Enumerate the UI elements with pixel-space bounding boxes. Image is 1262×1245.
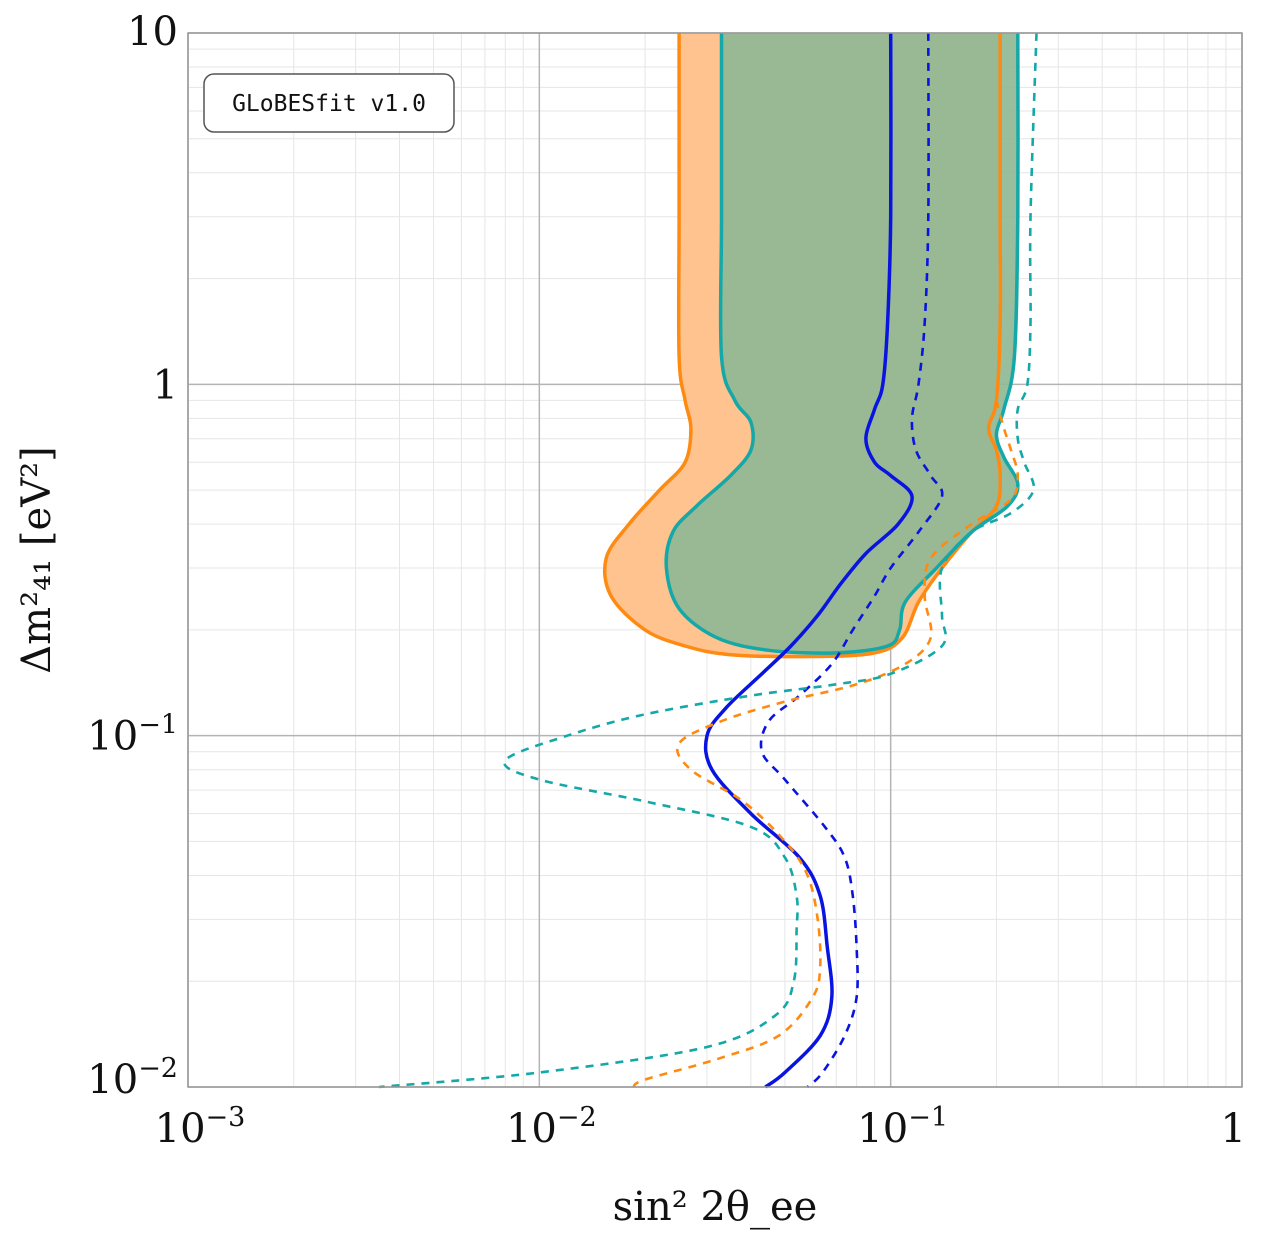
- region-fill-1: [666, 33, 1019, 654]
- region-boundary-0: [602, 33, 1003, 659]
- allowed-regions: [602, 32, 1020, 659]
- y-axis-title: Δm²₄₁ [eV²]: [14, 446, 60, 673]
- x-tick-label: 10−2: [506, 1102, 597, 1152]
- x-tick-label: 10−1: [857, 1102, 948, 1152]
- y-tick-label: 10−2: [87, 1053, 178, 1103]
- contour-line-2: [632, 400, 1020, 1089]
- y-tick-label: 10: [127, 9, 178, 55]
- x-tick-label: 10−3: [155, 1102, 246, 1152]
- contour-line-3: [378, 32, 1038, 1089]
- y-tick-label: 10−1: [87, 710, 178, 760]
- y-tick-label: 1: [153, 362, 178, 408]
- x-tick-label: 1: [1221, 1106, 1246, 1152]
- annotation-badge: GLoBESfit v1.0: [203, 73, 455, 133]
- plot-frame: [187, 32, 1243, 1088]
- contour-line-0: [703, 32, 914, 1089]
- contour-lines: [378, 32, 1038, 1089]
- annotation-text: GLoBESfit v1.0: [232, 91, 426, 117]
- x-axis-title: sin² 2θ_ee: [613, 1184, 818, 1230]
- region-boundary-1: [664, 32, 1020, 655]
